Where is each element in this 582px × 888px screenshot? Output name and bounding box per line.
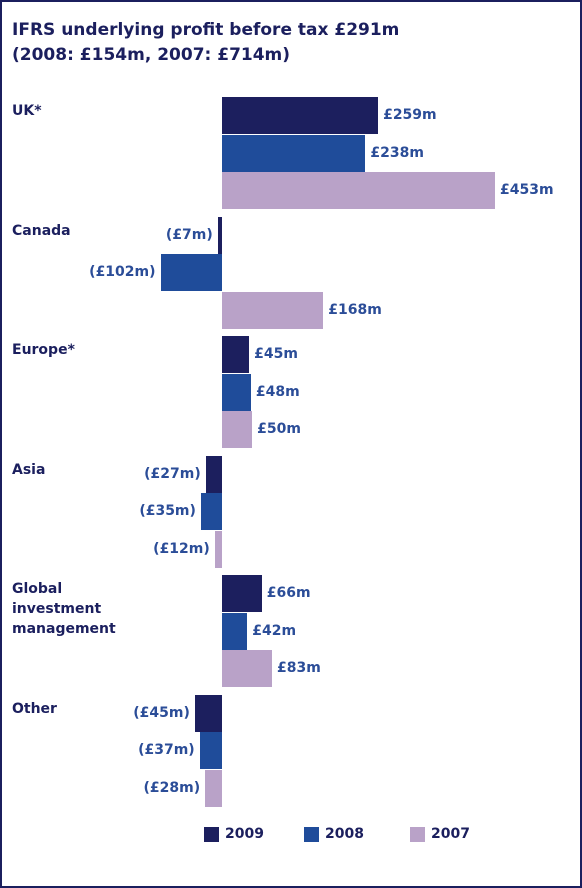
- bar: [194, 694, 222, 732]
- value-label: £66m: [266, 585, 311, 601]
- category-label: Asia: [12, 461, 46, 478]
- bar: [222, 650, 273, 687]
- value-label: £168m: [328, 301, 382, 318]
- legend-swatch: [410, 827, 425, 842]
- bar: [222, 336, 250, 373]
- bar: [222, 612, 248, 650]
- chart-subtitle: (2008: £154m, 2007: £714m): [12, 45, 291, 65]
- bar: [217, 216, 222, 254]
- bar: [205, 769, 222, 807]
- value-label: (£45m): [133, 704, 190, 721]
- value-label: (£37m): [138, 742, 195, 758]
- bar: [222, 411, 253, 448]
- value-label: £48m: [255, 383, 300, 400]
- value-label: £45m: [254, 346, 298, 362]
- bar: [200, 493, 222, 530]
- legend-swatch: [204, 827, 219, 842]
- value-label: (£12m): [153, 540, 210, 557]
- bar: [222, 575, 262, 612]
- legend-label: 2008: [325, 826, 364, 842]
- value-label: £83m: [277, 660, 321, 676]
- chart-title: IFRS underlying profit before tax £291m: [12, 20, 400, 40]
- bar: [205, 455, 222, 493]
- category-label: Europe*: [12, 342, 75, 358]
- bar: [222, 373, 251, 411]
- value-label: £453m: [500, 182, 554, 198]
- bar: [160, 254, 222, 291]
- legend-label: 2007: [431, 826, 470, 842]
- category-label: UK*: [12, 103, 42, 119]
- bar: [222, 97, 379, 134]
- value-label: (£7m): [165, 226, 213, 243]
- value-label: £238m: [370, 144, 424, 161]
- category-label: Canada: [12, 222, 71, 239]
- bar: [222, 134, 366, 172]
- legend-swatch: [304, 827, 319, 842]
- bar: [222, 291, 324, 329]
- value-label: (£28m): [143, 779, 201, 796]
- value-label: £259m: [383, 107, 437, 123]
- category-label: Other: [12, 700, 57, 717]
- bar: [214, 530, 222, 568]
- value-label: (£102m): [89, 264, 156, 280]
- category-label: Global investment management: [12, 581, 116, 637]
- value-label: £50m: [257, 421, 301, 437]
- value-label: (£27m): [144, 465, 201, 482]
- bar: [222, 172, 495, 209]
- value-label: (£35m): [139, 503, 196, 519]
- bar: [199, 732, 222, 769]
- legend-label: 2009: [225, 826, 264, 842]
- value-label: £42m: [252, 622, 297, 639]
